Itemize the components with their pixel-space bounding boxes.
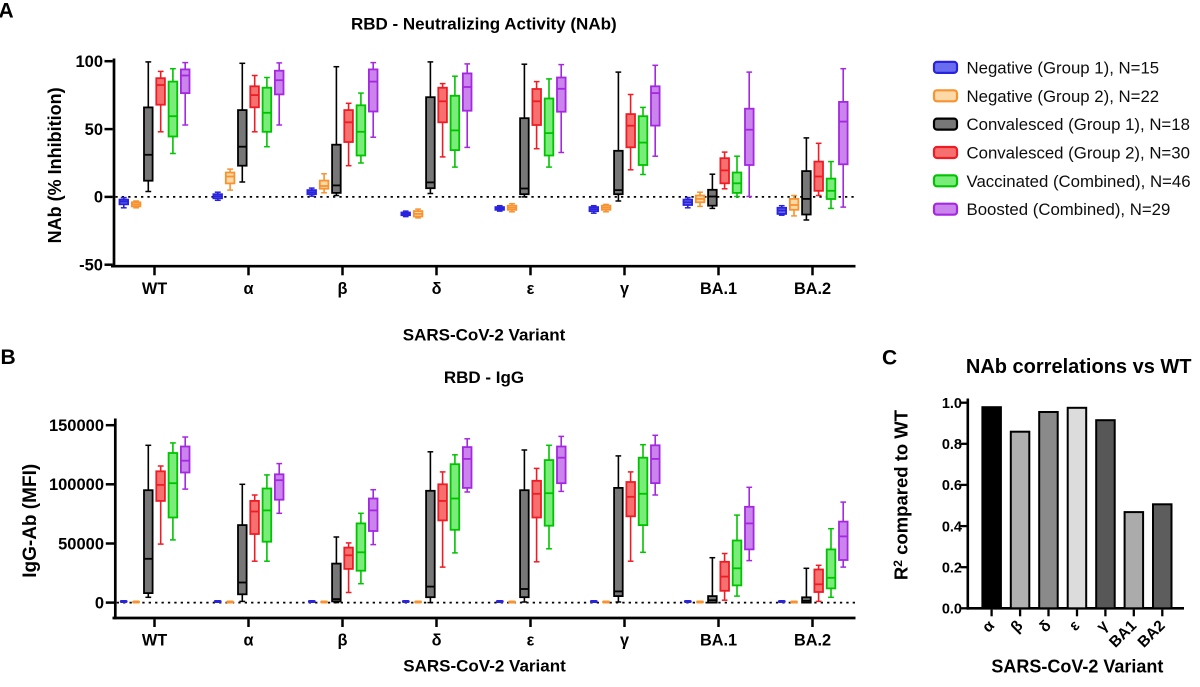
svg-text:α: α (243, 632, 253, 650)
svg-text:γ: γ (620, 280, 629, 298)
svg-text:SARS-CoV-2 Variant: SARS-CoV-2 Variant (403, 326, 566, 345)
svg-text:C: C (882, 347, 897, 370)
svg-text:δ: δ (432, 632, 442, 650)
svg-text:-50: -50 (79, 257, 103, 275)
svg-text:0: 0 (94, 189, 103, 207)
svg-text:A: A (0, 0, 14, 22)
svg-text:IgG-Ab (MFI): IgG-Ab (MFI) (20, 464, 41, 578)
svg-text:γ: γ (620, 632, 629, 650)
svg-text:0.2: 0.2 (942, 560, 962, 576)
svg-text:SARS-CoV-2 Variant: SARS-CoV-2 Variant (403, 657, 566, 676)
svg-text:100000: 100000 (49, 476, 104, 494)
svg-text:100: 100 (75, 53, 103, 71)
svg-text:Negative (Group 2), N=22: Negative (Group 2), N=22 (967, 87, 1160, 106)
svg-text:NAb (% Inhibition): NAb (% Inhibition) (45, 87, 65, 243)
svg-text:1.0: 1.0 (942, 396, 962, 412)
svg-text:Convalesced (Group 2), N=30: Convalesced (Group 2), N=30 (967, 144, 1190, 163)
svg-text:0.8: 0.8 (942, 437, 962, 453)
svg-text:0.4: 0.4 (942, 519, 962, 535)
svg-text:0.6: 0.6 (942, 478, 962, 494)
svg-text:RBD - Neutralizing Activity (N: RBD - Neutralizing Activity (NAb) (351, 15, 617, 34)
svg-text:α: α (243, 280, 253, 298)
svg-text:δ: δ (432, 280, 442, 298)
svg-text:R2 compared to WT: R2 compared to WT (891, 409, 912, 580)
svg-text:β: β (338, 632, 348, 650)
svg-text:BA.1: BA.1 (700, 280, 737, 298)
svg-text:Vaccinated (Combined), N=46: Vaccinated (Combined), N=46 (967, 172, 1191, 191)
svg-text:Negative (Group 1), N=15: Negative (Group 1), N=15 (967, 58, 1160, 77)
svg-text:B: B (1, 346, 16, 369)
svg-text:Convalesced (Group 1), N=18: Convalesced (Group 1), N=18 (967, 115, 1190, 134)
svg-text:0.0: 0.0 (942, 602, 962, 618)
svg-text:RBD - IgG: RBD - IgG (444, 368, 524, 387)
svg-text:ε: ε (527, 280, 535, 298)
svg-text:NAb correlations vs WT: NAb correlations vs WT (966, 356, 1192, 378)
svg-text:50000: 50000 (58, 535, 104, 553)
svg-text:Boosted (Combined), N=29: Boosted (Combined), N=29 (967, 200, 1171, 219)
svg-text:BA.2: BA.2 (794, 632, 831, 650)
svg-text:WT: WT (142, 632, 167, 650)
svg-text:BA.2: BA.2 (794, 280, 831, 298)
svg-text:SARS-CoV-2 Variant: SARS-CoV-2 Variant (991, 657, 1163, 677)
svg-text:BA.1: BA.1 (700, 632, 737, 650)
svg-text:β: β (338, 280, 348, 298)
svg-text:ε: ε (527, 632, 535, 650)
svg-text:0: 0 (95, 594, 104, 612)
svg-text:WT: WT (142, 280, 167, 298)
svg-text:50: 50 (85, 121, 103, 139)
svg-text:150000: 150000 (49, 417, 104, 435)
